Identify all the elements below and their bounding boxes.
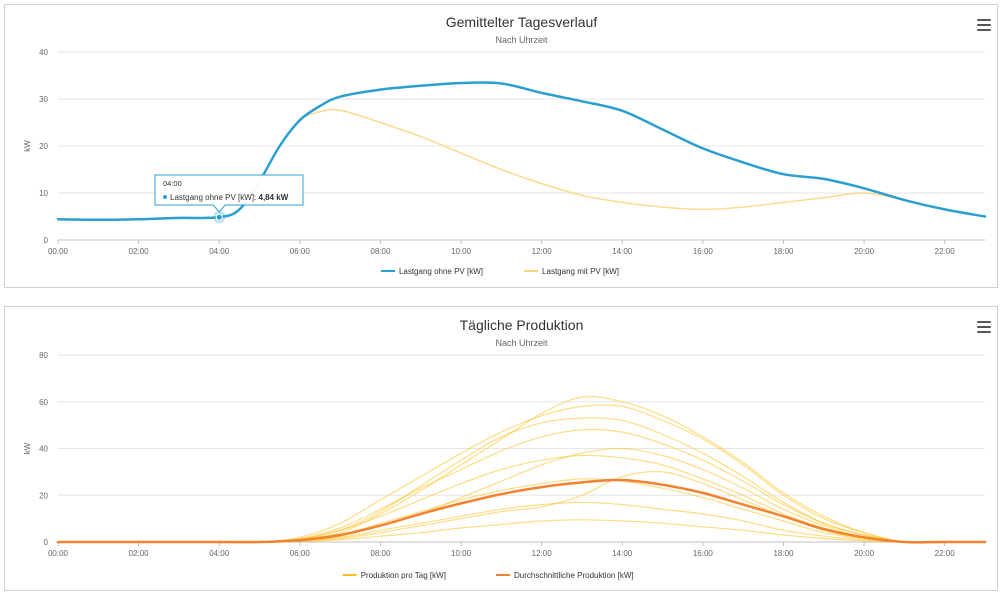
x-tick-label: 14:00 (612, 549, 633, 558)
y-tick-label: 0 (44, 236, 49, 245)
chart-title: Tägliche Produktion (460, 317, 584, 333)
x-tick-label: 00:00 (48, 549, 69, 558)
tooltip: 04:00 Lastgang ohne PV [kW]: 4,84 kW (154, 174, 304, 213)
x-tick-label: 22:00 (935, 549, 956, 558)
x-tick-label: 06:00 (290, 247, 311, 256)
x-tick-label: 20:00 (854, 549, 875, 558)
legend-item[interactable]: Durchschnittliche Produktion [kW] (496, 571, 634, 580)
chart-panel-produktion: Tägliche Produktion Nach Uhrzeit 0 20 40 60 80… (4, 306, 998, 591)
x-tick-label: 12:00 (532, 549, 553, 558)
x-tick-label: 16:00 (693, 549, 714, 558)
tooltip-time: 04:00 (163, 179, 182, 188)
x-tick-label: 16:00 (693, 247, 714, 256)
tooltip-value: 4,84 kW (259, 193, 289, 202)
x-tick-label: 06:00 (290, 549, 311, 558)
tooltip-marker (215, 213, 223, 221)
chart-tagesverlauf: Gemittelter Tagesverlauf Nach Uhrzeit 0 10 2… (23, 14, 987, 276)
x-tick-label: 04:00 (209, 247, 230, 256)
y-tick-label: 30 (39, 95, 48, 104)
series-line-produktion-day-7 (57, 395, 986, 544)
x-tick-label: 10:00 (451, 549, 472, 558)
chart-produktion: Tägliche Produktion Nach Uhrzeit 0 20 40 60 80… (23, 317, 987, 580)
y-tick-label: 0 (44, 538, 49, 547)
legend-label: Lastgang mit PV [kW] (542, 267, 619, 276)
legend-item[interactable]: Lastgang mit PV [kW] (524, 267, 619, 276)
series-line-produktion-day-3 (57, 454, 986, 543)
x-tick-label: 10:00 (451, 247, 472, 256)
tooltip-box (154, 174, 304, 213)
chart-panel-tagesverlauf: Gemittelter Tagesverlauf Nach Uhrzeit 0 10 2… (4, 4, 998, 288)
x-tick-label: 18:00 (773, 247, 794, 256)
tooltip-label: Lastgang ohne PV [kW]: 4,84 kW (170, 193, 289, 202)
y-axis-label: kW (23, 140, 32, 152)
y-tick-label: 20 (39, 491, 48, 500)
series-line-durchschnittliche-produktion (56, 478, 987, 544)
y-axis-label: kW (23, 442, 32, 454)
x-tick-label: 14:00 (612, 247, 633, 256)
legend-label: Durchschnittliche Produktion [kW] (514, 571, 634, 580)
hamburger-menu-icon[interactable] (977, 321, 991, 333)
series-line-lastgang-ohne-pv (56, 81, 987, 222)
x-tick-label: 20:00 (854, 247, 875, 256)
x-tick-label: 02:00 (129, 247, 150, 256)
x-tick-label: 04:00 (209, 549, 230, 558)
y-tick-label: 20 (39, 142, 48, 151)
x-tick-label: 02:00 (129, 549, 150, 558)
y-tick-label: 40 (39, 445, 48, 454)
x-tick-label: 18:00 (773, 549, 794, 558)
x-tick-label: 22:00 (935, 247, 956, 256)
y-tick-label: 10 (39, 189, 48, 198)
tooltip-bullet (163, 195, 167, 199)
x-tick-label: 12:00 (532, 247, 553, 256)
legend-label: Produktion pro Tag [kW] (361, 571, 446, 580)
x-tick-label: 08:00 (370, 549, 391, 558)
series-line-produktion-day-8 (57, 417, 986, 544)
chart-title: Gemittelter Tagesverlauf (446, 14, 598, 30)
chart-subtitle: Nach Uhrzeit (495, 35, 548, 45)
y-tick-label: 60 (39, 398, 48, 407)
legend-item[interactable]: Produktion pro Tag [kW] (342, 571, 446, 580)
y-tick-label: 40 (39, 48, 48, 57)
x-tick-label: 00:00 (48, 247, 69, 256)
legend-item[interactable]: Lastgang ohne PV [kW] (380, 267, 483, 276)
legend-label: Lastgang ohne PV [kW] (399, 267, 483, 276)
x-tick-label: 08:00 (370, 247, 391, 256)
hamburger-menu-icon[interactable] (977, 19, 991, 31)
chart-subtitle: Nach Uhrzeit (495, 338, 548, 348)
y-tick-label: 80 (39, 351, 48, 360)
